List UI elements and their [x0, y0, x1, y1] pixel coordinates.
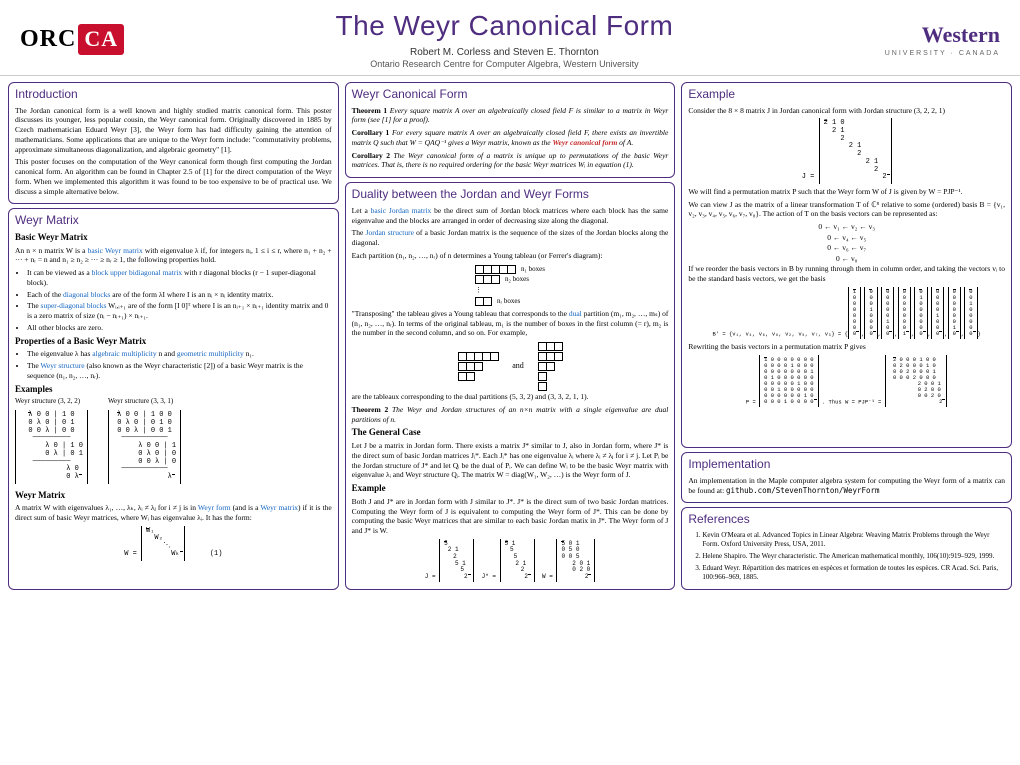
tableau-pair: and: [352, 341, 669, 392]
jjw-matrices: J = 5 2 1 2 5 1 5 2 J* = 5 1 5 5 2 1 2 2…: [352, 539, 669, 583]
references-box: References Kevin O'Meara et al. Advanced…: [681, 507, 1012, 590]
prop-2: The Weyr structure (also known as the We…: [27, 361, 332, 381]
weyr-matrix-p: A matrix W with eigenvalues λ₁, …, λₖ, λ…: [15, 503, 332, 523]
canonical-box: Weyr Canonical Form Theorem 1 Every squa…: [345, 82, 676, 178]
ex1-matrix: λ 0 0 | 1 00 λ 0 | 0 10 0 λ | 0 0───────…: [15, 410, 88, 483]
corollary-2: Corollary 2 The Weyr canonical form of a…: [352, 151, 669, 171]
orcca-logo: ORC CA: [20, 24, 124, 55]
implementation-title: Implementation: [688, 457, 1005, 473]
thus-label: . Thus W = PJP⁻¹ =: [822, 398, 881, 405]
column-1: Introduction The Jordan canonical form i…: [8, 82, 339, 590]
example-1: Weyr structure (3, 2, 2) λ 0 0 | 1 00 λ …: [15, 397, 88, 486]
intro-box: Introduction The Jordan canonical form i…: [8, 82, 339, 204]
column-3: Example Consider the 8 × 8 matrix J in J…: [681, 82, 1012, 590]
example-title: Example: [688, 87, 1005, 103]
general-p: Let J be a matrix in Jordan form. There …: [352, 441, 669, 480]
canonical-title: Weyr Canonical Form: [352, 87, 669, 103]
authors: Robert M. Corless and Steven E. Thornton: [124, 46, 885, 59]
example-p: Both J and J* are in Jordan form with J …: [352, 497, 669, 536]
example-p1: Consider the 8 × 8 matrix J in Jordan ca…: [688, 106, 1005, 116]
column-2: Weyr Canonical Form Theorem 1 Every squa…: [345, 82, 676, 590]
weyr-matrix-title: Weyr Matrix: [15, 213, 332, 229]
properties-bullets: The eigenvalue λ has algebraic multiplic…: [27, 349, 332, 380]
ex2-label: Weyr structure (3, 3, 1): [108, 397, 181, 406]
example-p3: We can view J as the matrix of a linear …: [688, 200, 1005, 220]
title-block: The Weyr Canonical Form Robert M. Corles…: [124, 8, 885, 71]
poster-header: ORC CA The Weyr Canonical Form Robert M.…: [0, 0, 1020, 76]
theorem-2: Theorem 2 The Weyr and Jordan structures…: [352, 405, 669, 425]
example-p4: If we reorder the basis vectors in B by …: [688, 264, 1005, 284]
intro-title: Introduction: [15, 87, 332, 103]
bullet-2: Each of the diagonal blocks are of the f…: [27, 290, 332, 300]
p-and-w-matrices: P = 1 0 0 0 0 0 0 00 0 0 0 1 0 0 00 0 0 …: [688, 355, 1005, 407]
young-tableau-generic: n₁ boxes n₂ boxes ⋮ nᵣ boxes: [352, 264, 669, 309]
arrow-1: 0 ← v₁ ← v₂ ← v₃: [688, 222, 1005, 233]
ref-2: Helene Shapiro. The Weyr characteristic.…: [702, 552, 1005, 561]
and-label: and: [512, 361, 524, 370]
duality-p4: "Transposing" the tableau gives a Young …: [352, 309, 669, 338]
main-title: The Weyr Canonical Form: [124, 8, 885, 44]
duality-box: Duality between the Jordan and Weyr Form…: [345, 182, 676, 590]
western-text: Western: [885, 21, 1000, 50]
ref-1: Kevin O'Meara et al. Advanced Topics in …: [702, 531, 1005, 549]
examples-subhead: Examples: [15, 384, 332, 396]
duality-p2: The Jordan structure of a basic Jordan m…: [352, 228, 669, 248]
examples-row: Weyr structure (3, 2, 2) λ 0 0 | 1 00 λ …: [15, 397, 332, 486]
weyr-bullets: It can be viewed as a block upper bidiag…: [27, 268, 332, 333]
intro-p1: The Jordan canonical form is a well know…: [15, 106, 332, 155]
theorem-1: Theorem 1 Every square matrix A over an …: [352, 106, 669, 126]
j-matrix: J = 2 1 0 2 1 2 2 1 2 2 1 2 2: [688, 118, 1005, 184]
corollary-1: Corollary 1 For every square matrix A ov…: [352, 128, 669, 148]
properties-subhead: Properties of a Basic Weyr Matrix: [15, 336, 332, 348]
duality-p5: are the tableaux corresponding to the du…: [352, 392, 669, 402]
arrow-4: 0 ← v₈: [688, 254, 1005, 265]
weyr-p1: An n × n matrix W is a basic Weyr matrix…: [15, 246, 332, 266]
arrow-diagram: 0 ← v₁ ← v₂ ← v₃ 0 ← v₄ ← v₅ 0 ← v₆ ← v₇…: [688, 222, 1005, 264]
duality-title: Duality between the Jordan and Weyr Form…: [352, 187, 669, 203]
references-list: Kevin O'Meara et al. Advanced Topics in …: [702, 531, 1005, 582]
implementation-box: Implementation An implementation in the …: [681, 452, 1012, 503]
example-p2: We will find a permutation matrix P such…: [688, 187, 1005, 197]
orc-text: ORC: [20, 24, 76, 55]
general-subhead: The General Case: [352, 427, 669, 439]
github-url: github.com/StevenThornton/WeyrForm: [726, 486, 880, 495]
ex2-matrix: λ 0 0 | 1 0 00 λ 0 | 0 1 00 0 λ | 0 0 1─…: [108, 410, 181, 483]
example-box: Example Consider the 8 × 8 matrix J in J…: [681, 82, 1012, 448]
arrow-2: 0 ← v₄ ← v₅: [688, 233, 1005, 244]
intro-p2: This poster focuses on the computation o…: [15, 157, 332, 196]
bullet-3: The super-diagonal blocks Wᵢ,ᵢ₊₁ are of …: [27, 301, 332, 321]
ex1-label: Weyr structure (3, 2, 2): [15, 397, 88, 406]
ref-3: Eduard Weyr. Répartition des matrices en…: [702, 564, 1005, 582]
poster-columns: Introduction The Jordan canonical form i…: [0, 76, 1020, 596]
western-logo: Western UNIVERSITY · CANADA: [885, 21, 1000, 59]
eq-1-label: (1): [210, 550, 223, 558]
ca-badge: CA: [78, 24, 124, 55]
references-title: References: [688, 512, 1005, 528]
western-subtitle: UNIVERSITY · CANADA: [885, 49, 1000, 58]
weyr-matrix-box: Weyr Matrix Basic Weyr Matrix An n × n m…: [8, 208, 339, 590]
example-p5: Rewriting the basis vectors in a permuta…: [688, 342, 1005, 352]
bullet-4: All other blocks are zero.: [27, 323, 332, 333]
example-subhead: Example: [352, 483, 669, 495]
prop-1: The eigenvalue λ has algebraic multiplic…: [27, 349, 332, 359]
weyr-matrix-subhead: Weyr Matrix: [15, 490, 332, 502]
affiliation: Ontario Research Centre for Computer Alg…: [124, 59, 885, 71]
weyr-block-matrix: W = W₁ W₂ ⋱ Wₖ (1): [15, 526, 332, 561]
basis-vectors: B' = {v₁, v₄, v₆, v₈, v₂, v₅, v₇, v₃} = …: [688, 287, 1005, 339]
bullet-1: It can be viewed as a block upper bidiag…: [27, 268, 332, 288]
duality-p1: Let a basic Jordan matrix be the direct …: [352, 206, 669, 226]
duality-p3: Each partition (n₁, n₂, …, nᵣ) of n dete…: [352, 251, 669, 261]
basic-weyr-subhead: Basic Weyr Matrix: [15, 232, 332, 244]
example-2: Weyr structure (3, 3, 1) λ 0 0 | 1 0 00 …: [108, 397, 181, 486]
arrow-3: 0 ← v₆ ← v₇: [688, 243, 1005, 254]
implementation-p1: An implementation in the Maple computer …: [688, 476, 1005, 496]
